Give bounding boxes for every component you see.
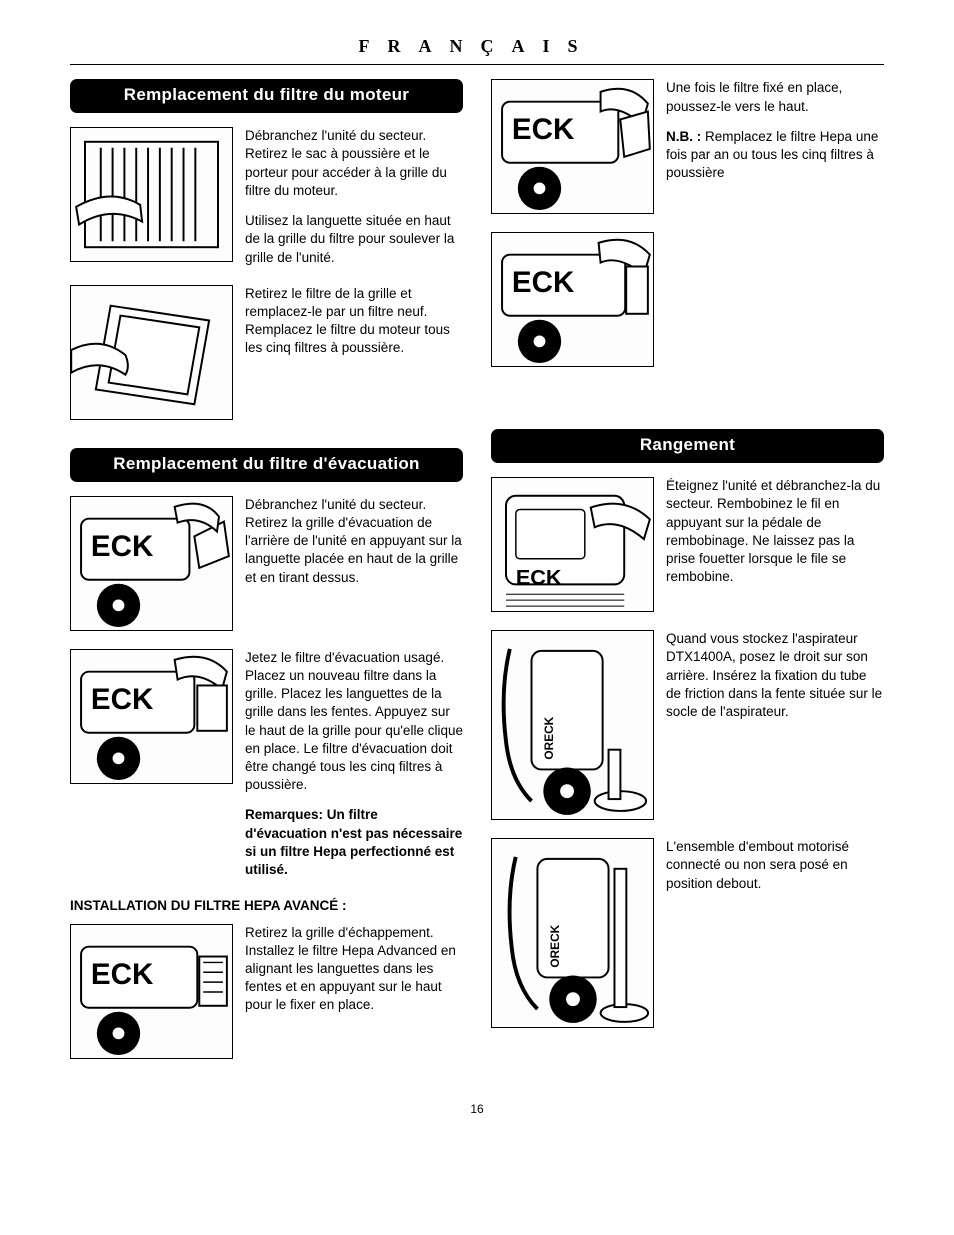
figure-filter-grid bbox=[70, 127, 233, 262]
figure-vacuum-side-3: ECK bbox=[70, 924, 233, 1059]
paragraph: Débranchez l'unité du secteur. Retirez l… bbox=[245, 127, 463, 200]
block-exhaust-2: ECK Jetez le filtre d'évacuation usagé. … bbox=[70, 649, 463, 880]
block-exhaust-1: ECK Débranchez l'unité du secteur. Retir… bbox=[70, 496, 463, 631]
text-top-right: Une fois le filtre fixé en place, pousse… bbox=[666, 79, 884, 182]
sub-heading-hepa: INSTALLATION DU FILTRE HEPA AVANCÉ : bbox=[70, 897, 463, 915]
figure-vacuum-locked: ECK bbox=[491, 232, 654, 367]
left-column: Remplacement du filtre du moteur Débra bbox=[70, 79, 463, 1076]
two-column-layout: Remplacement du filtre du moteur Débra bbox=[70, 79, 884, 1076]
text-hepa: Retirez la grille d'échappement. Install… bbox=[245, 924, 463, 1015]
block-storage-1: ECK Éteignez l'unité et débranchez-la du… bbox=[491, 477, 884, 612]
svg-text:ECK: ECK bbox=[91, 683, 154, 716]
svg-text:ORECK: ORECK bbox=[542, 717, 556, 760]
block-hepa: ECK Retirez la grille d'échappement. Ins… bbox=[70, 924, 463, 1059]
section-title-storage: Rangement bbox=[491, 429, 884, 463]
paragraph: Éteignez l'unité et débranchez-la du sec… bbox=[666, 477, 884, 586]
svg-text:ORECK: ORECK bbox=[548, 925, 562, 968]
text-exhaust-1: Débranchez l'unité du secteur. Retirez l… bbox=[245, 496, 463, 587]
figure-vacuum-upright-1: ORECK bbox=[491, 630, 654, 820]
right-column: ECK Une fois le filtre fixé en place, po… bbox=[491, 79, 884, 1076]
figure-vacuum-top: ECK bbox=[491, 477, 654, 612]
note-paragraph: N.B. : Remplacez le filtre Hepa une fois… bbox=[666, 128, 884, 183]
svg-text:ECK: ECK bbox=[91, 530, 154, 563]
text-motor-2: Retirez le filtre de la grille et rempla… bbox=[245, 285, 463, 358]
block-storage-3: ORECK L'ensemble d'embout motorisé conne… bbox=[491, 838, 884, 1028]
svg-text:ECK: ECK bbox=[512, 266, 575, 299]
section-title-exhaust-filter: Remplacement du filtre d'évacuation bbox=[70, 448, 463, 482]
remark-bold: Remarques: Un filtre d'évacuation n'est … bbox=[245, 806, 463, 879]
paragraph: Jetez le filtre d'évacuation usagé. Plac… bbox=[245, 649, 463, 795]
figure-vacuum-push: ECK bbox=[491, 79, 654, 214]
figure-vacuum-side-2: ECK bbox=[70, 649, 233, 784]
text-motor-1: Débranchez l'unité du secteur. Retirez l… bbox=[245, 127, 463, 267]
block-motor-2: Retirez le filtre de la grille et rempla… bbox=[70, 285, 463, 420]
language-header: FRANÇAIS bbox=[70, 24, 884, 65]
paragraph: Retirez la grille d'échappement. Install… bbox=[245, 924, 463, 1015]
svg-text:ECK: ECK bbox=[512, 113, 575, 146]
block-top-right-1: ECK Une fois le filtre fixé en place, po… bbox=[491, 79, 884, 214]
paragraph: Une fois le filtre fixé en place, pousse… bbox=[666, 79, 884, 115]
note-label: N.B. : bbox=[666, 129, 705, 144]
figure-vacuum-side-1: ECK bbox=[70, 496, 233, 631]
paragraph: Retirez le filtre de la grille et rempla… bbox=[245, 285, 463, 358]
text-storage-2: Quand vous stockez l'aspirateur DTX1400A… bbox=[666, 630, 884, 721]
text-storage-1: Éteignez l'unité et débranchez-la du sec… bbox=[666, 477, 884, 586]
paragraph: Débranchez l'unité du secteur. Retirez l… bbox=[245, 496, 463, 587]
page-number: 16 bbox=[70, 1101, 884, 1117]
paragraph: Quand vous stockez l'aspirateur DTX1400A… bbox=[666, 630, 884, 721]
figure-vacuum-upright-2: ORECK bbox=[491, 838, 654, 1028]
block-motor-1: Débranchez l'unité du secteur. Retirez l… bbox=[70, 127, 463, 267]
text-exhaust-2: Jetez le filtre d'évacuation usagé. Plac… bbox=[245, 649, 463, 880]
figure-filter-swap bbox=[70, 285, 233, 420]
text-storage-3: L'ensemble d'embout motorisé connecté ou… bbox=[666, 838, 884, 893]
section-title-motor-filter: Remplacement du filtre du moteur bbox=[70, 79, 463, 113]
block-top-right-2: ECK bbox=[491, 232, 884, 367]
paragraph: L'ensemble d'embout motorisé connecté ou… bbox=[666, 838, 884, 893]
paragraph: Utilisez la languette située en haut de … bbox=[245, 212, 463, 267]
block-storage-2: ORECK Quand vous stockez l'aspirateur DT… bbox=[491, 630, 884, 820]
svg-text:ECK: ECK bbox=[516, 565, 562, 590]
svg-text:ECK: ECK bbox=[91, 958, 154, 991]
